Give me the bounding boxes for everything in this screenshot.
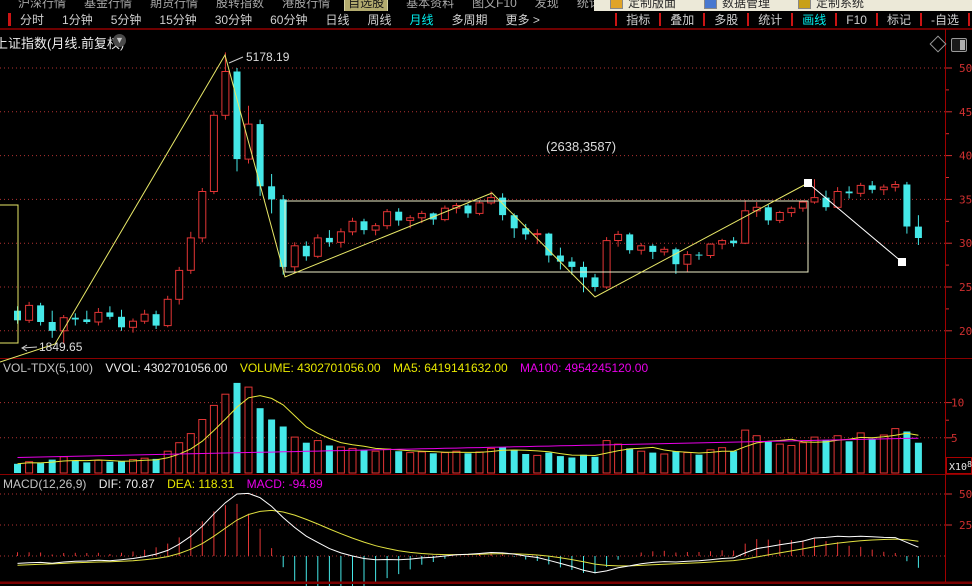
vol-ma5-value: MA5: 6419141632.00	[392, 361, 508, 375]
period-daily[interactable]: 日线	[325, 13, 350, 27]
menu-neeq-index[interactable]: 股转指数	[216, 0, 265, 10]
separator	[747, 13, 750, 26]
tool-drawline[interactable]: 画线	[802, 13, 827, 27]
low-price-label: 1849.65	[39, 340, 83, 354]
macd-indicator-row: MACD(12,26,9) DIF: 70.87 DEA: 118.31 MAC…	[3, 477, 332, 491]
menu-futures-quotes[interactable]: 期货行情	[150, 0, 199, 10]
period-toolbar: 分时 1分钟 5分钟 15分钟 30分钟 60分钟 日线 周线 月线 多周期 更…	[0, 11, 972, 29]
vol-axis-label: 10	[951, 397, 964, 410]
period-more[interactable]: 更多 >	[505, 13, 540, 27]
drag-handle	[804, 179, 812, 187]
range-box-label: (2638,3587)	[546, 139, 617, 154]
volume-value: VOLUME: 4302701056.00	[239, 361, 381, 375]
price-axis-label: 5000	[959, 62, 972, 75]
separator	[875, 13, 878, 26]
vol-indicator-name[interactable]: VOL-TDX(5,100)	[3, 361, 94, 375]
separator	[835, 13, 838, 26]
tool-mark[interactable]: 标记	[886, 13, 911, 27]
drawn-range-rect	[284, 200, 809, 273]
period-15min[interactable]: 15分钟	[159, 13, 197, 27]
tool-f10[interactable]: F10	[846, 12, 867, 27]
tool-overlay[interactable]: 叠加	[670, 13, 695, 27]
system-icon	[798, 0, 812, 9]
data-manager-button[interactable]: 数据管理	[704, 0, 770, 11]
period-1min[interactable]: 1分钟	[62, 13, 93, 27]
drawn-zigzag-line	[0, 53, 809, 363]
separator	[920, 13, 922, 26]
vol-unit-label: X108	[949, 460, 972, 473]
macd-indicator-name[interactable]: MACD(12,26,9)	[3, 477, 87, 491]
vvol-value: VVOL: 4302701056.00	[105, 361, 228, 375]
price-axis-label: 2000	[959, 325, 972, 338]
drawn-rect-left	[0, 204, 19, 344]
tool-multistock[interactable]: 多股	[714, 13, 739, 27]
menu-hk-quotes[interactable]: 港股行情	[282, 0, 331, 10]
macd-value: MACD: -94.89	[246, 477, 323, 491]
period-monthly[interactable]: 月线	[409, 13, 434, 27]
separator	[968, 13, 970, 26]
quick-launch-strip: 定制版面 数据管理 定制系统	[594, 0, 972, 11]
dif-value: DIF: 70.87	[98, 477, 155, 491]
period-60min[interactable]: 60分钟	[270, 13, 308, 27]
menu-hs-quotes[interactable]: 沪深行情	[18, 0, 67, 10]
menu-watchlist[interactable]: 自选股	[344, 0, 389, 12]
volume-indicator-row: VOL-TDX(5,100) VVOL: 4302701056.00 VOLUM…	[3, 361, 657, 375]
right-tools-group: 指标 叠加 多股 统计 画线 F10 标记 -自选	[615, 11, 970, 28]
tool-indicator[interactable]: 指标	[626, 13, 651, 27]
menu-stats[interactable]: 统计	[576, 0, 601, 10]
main-menubar: 沪深行情 基金行情 期货行情 股转指数 港股行情 自选股 基本资料 图文F10 …	[0, 0, 972, 12]
chart-title: 上证指数(月线.前复权)	[0, 36, 125, 51]
drag-handle	[898, 258, 906, 266]
custom-system-button[interactable]: 定制系统	[798, 0, 864, 11]
menu-basic-info[interactable]: 基本资料	[406, 0, 455, 10]
price-axis-label: 3000	[959, 237, 972, 250]
price-axis-label: 4500	[959, 106, 972, 119]
separator	[703, 13, 706, 26]
menu-f10[interactable]: 图文F10	[472, 0, 517, 10]
separator	[659, 13, 662, 26]
tool-stats[interactable]: 统计	[758, 13, 783, 27]
menu-discover[interactable]: 发现	[534, 0, 559, 10]
peak-price-label: 5178.19	[246, 50, 290, 64]
price-axis-label: 2500	[959, 281, 972, 294]
dea-value: DEA: 118.31	[167, 477, 235, 491]
price-axis-label: 3500	[959, 193, 972, 206]
database-icon	[704, 0, 718, 9]
toolbar-left-marker	[8, 13, 11, 26]
tool-watchlist-toggle[interactable]: -自选	[931, 13, 959, 27]
macd-axis-label: 250	[959, 519, 972, 532]
period-5min[interactable]: 5分钟	[110, 13, 142, 27]
vol-ma100-value: MA100: 4954245120.00	[520, 361, 649, 375]
separator	[615, 13, 618, 26]
period-weekly[interactable]: 周线	[367, 13, 392, 27]
main-chart[interactable]: 5000 4500 4000 3500 3000 2500 2000 10 5 500 250 X10…	[0, 29, 972, 586]
custom-layout-button[interactable]: 定制版面	[610, 0, 676, 11]
menu-fund-quotes[interactable]: 基金行情	[84, 0, 133, 10]
vol-axis-label: 5	[951, 432, 958, 445]
chevron-down-icon[interactable]: ▼	[113, 34, 126, 47]
period-multi[interactable]: 多周期	[451, 13, 488, 27]
drawn-trend-line-selected	[807, 182, 903, 263]
price-axis-label: 4000	[959, 150, 972, 163]
period-30min[interactable]: 30分钟	[214, 13, 253, 27]
layout-icon	[610, 0, 623, 9]
panel-layout-icon[interactable]	[951, 38, 967, 52]
period-intraday[interactable]: 分时	[20, 13, 45, 27]
separator	[791, 13, 794, 26]
macd-axis-label: 500	[959, 488, 972, 501]
